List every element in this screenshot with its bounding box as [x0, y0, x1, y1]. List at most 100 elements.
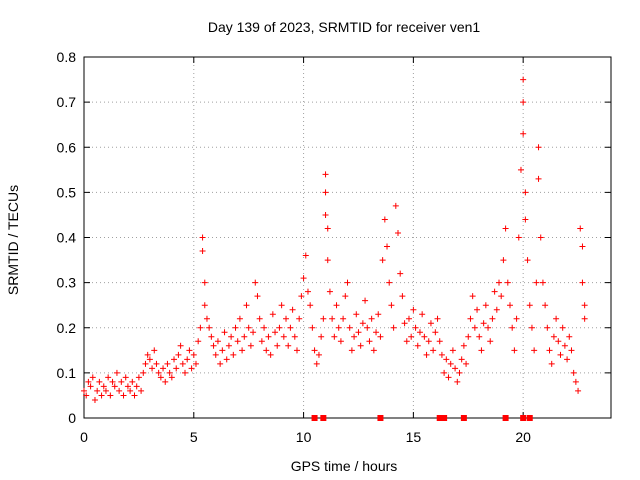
data-point: [155, 369, 162, 376]
data-point: [421, 333, 428, 340]
data-point: [344, 279, 351, 286]
data-point: [370, 347, 377, 354]
data-point: [144, 351, 151, 358]
data-point: [206, 324, 213, 331]
data-point: [348, 347, 355, 354]
data-point: [250, 329, 257, 336]
data-point: [89, 374, 96, 381]
data-point: [96, 378, 103, 385]
x-tick-label: 5: [190, 429, 198, 445]
data-point: [313, 360, 320, 367]
data-point: [364, 324, 371, 331]
data-point: [368, 315, 375, 322]
data-point: [423, 351, 430, 358]
data-point: [441, 369, 448, 376]
data-point: [140, 369, 147, 376]
data-point: [81, 387, 87, 394]
data-point: [381, 216, 388, 223]
data-point: [261, 324, 268, 331]
data-point: [256, 315, 263, 322]
data-point: [225, 342, 232, 349]
data-point: [509, 324, 516, 331]
data-point: [355, 329, 362, 336]
data-point: [454, 378, 461, 385]
data-point: [315, 351, 322, 358]
data-point: [201, 302, 208, 309]
data-point: [399, 293, 406, 300]
data-point: [285, 342, 292, 349]
data-point: [276, 324, 283, 331]
data-point: [162, 378, 169, 385]
data-point: [311, 347, 318, 354]
data-point: [506, 302, 513, 309]
data-point: [579, 279, 586, 286]
data-point: [331, 333, 338, 340]
plot-frame: [83, 56, 612, 419]
y-tick-label: 0: [68, 410, 76, 426]
data-point: [179, 360, 186, 367]
data-point: [232, 324, 239, 331]
data-point: [175, 351, 182, 358]
data-point: [280, 333, 287, 340]
data-point: [212, 351, 219, 358]
data-point: [177, 342, 184, 349]
data-point: [267, 351, 274, 358]
data-point: [447, 360, 454, 367]
data-point: [223, 356, 230, 363]
y-tick-label: 0.8: [57, 49, 77, 65]
data-point: [416, 329, 423, 336]
data-point: [127, 387, 134, 394]
data-point: [199, 234, 206, 241]
data-point: [373, 329, 380, 336]
data-point: [335, 324, 342, 331]
data-point: [160, 365, 167, 372]
data-point: [405, 315, 412, 322]
data-point: [357, 342, 364, 349]
data-point: [258, 338, 265, 345]
y-axis-ticks: 0 0.1 0.2 0.3 0.4 0.5 0.6 0.7 0.8: [57, 49, 611, 426]
data-point: [149, 365, 156, 372]
data-point: [531, 347, 538, 354]
data-point: [544, 324, 551, 331]
data-point: [546, 347, 553, 354]
data-point: [91, 396, 98, 403]
data-point: [221, 329, 228, 336]
data-point: [219, 347, 226, 354]
data-point: [195, 338, 202, 345]
data-point: [302, 252, 309, 259]
data-point: [575, 387, 582, 394]
data-point: [500, 257, 507, 264]
data-point: [340, 315, 347, 322]
data-point: [452, 365, 459, 372]
data-point: [480, 320, 487, 327]
data-point: [482, 302, 489, 309]
data-point: [517, 166, 524, 173]
data-point: [113, 369, 120, 376]
y-tick-label: 0.6: [57, 139, 77, 155]
y-tick-label: 0.5: [57, 184, 77, 200]
data-point: [239, 347, 246, 354]
data-point: [199, 248, 206, 255]
data-point: [173, 365, 180, 372]
data-point: [129, 378, 136, 385]
data-point: [197, 324, 204, 331]
data-point: [192, 360, 199, 367]
data-point: [449, 347, 456, 354]
data-point: [456, 369, 463, 376]
data-point: [188, 365, 195, 372]
data-point: [83, 392, 90, 399]
data-point: [401, 320, 408, 327]
data-point: [566, 333, 573, 340]
zero-marker: [526, 415, 533, 421]
data-point: [100, 383, 107, 390]
data-point: [493, 306, 500, 313]
chart-title: Day 139 of 2023, SRMTID for receiver ven…: [208, 19, 481, 35]
zero-marker: [520, 415, 527, 421]
zero-marker: [311, 415, 318, 421]
zero-marker: [320, 415, 327, 421]
data-point: [485, 324, 492, 331]
data-point: [102, 387, 109, 394]
data-point: [353, 311, 360, 318]
data-point: [138, 387, 145, 394]
